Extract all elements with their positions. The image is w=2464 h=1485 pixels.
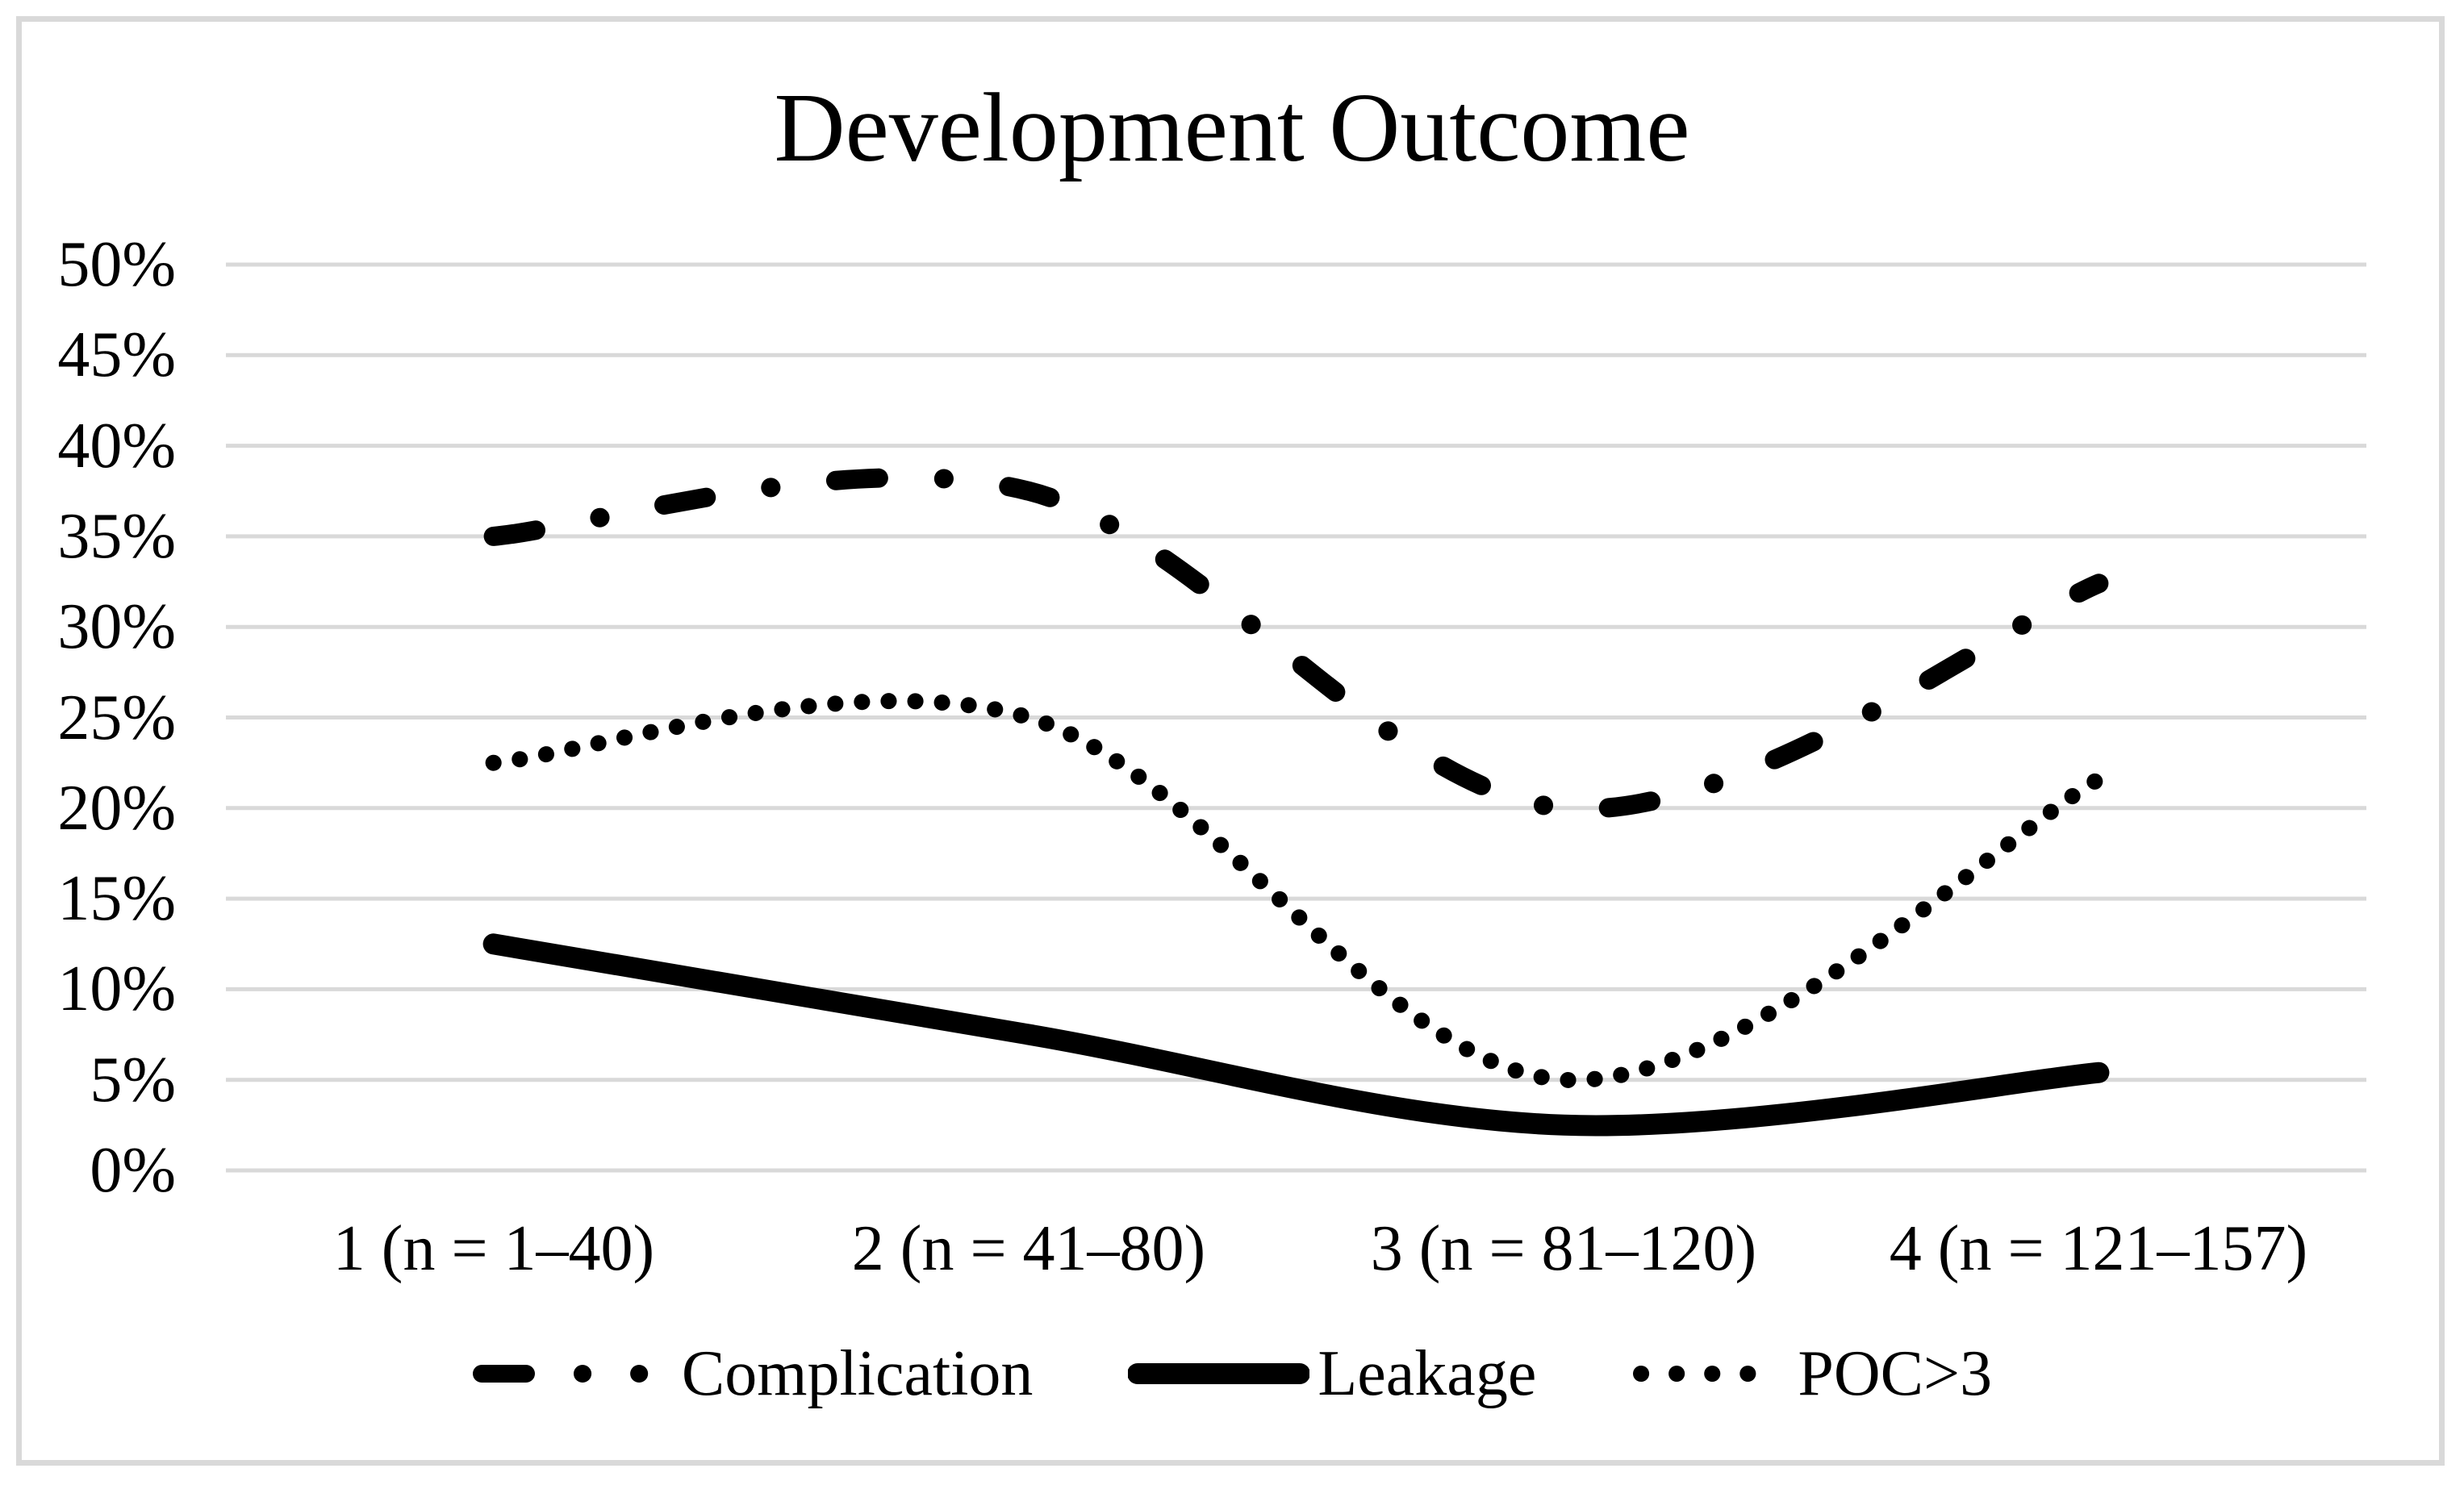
y-tick-label: 0% [90,1135,176,1206]
legend-label: Leakage [1318,1338,1537,1409]
legend-label: POC>3 [1798,1338,1993,1409]
x-category-label: 2 (n = 41–80) [851,1213,1206,1284]
x-category-label: 1 (n = 1–40) [332,1213,655,1284]
y-tick-label: 20% [57,773,176,844]
y-tick-label: 35% [57,501,176,572]
legend-line-sample-solid-icon [1128,1363,1310,1384]
legend-line-sample-dotted-icon [1633,1366,1789,1382]
chart-title: Development Outcome [774,73,1690,182]
chart-border [16,16,2445,1466]
legend-item: Leakage [1128,1341,1536,1406]
series-line-leakage [482,933,2110,1137]
legend-label: Complication [681,1338,1034,1409]
y-tick-label: 25% [57,682,176,753]
series-line-complication [483,468,2109,819]
legend: Complication Leakage POC>3 [0,1329,2464,1418]
legend-line-sample-dash-dot-icon [472,1365,673,1383]
y-tick-label: 40% [57,411,176,482]
y-tick-label: 30% [57,591,176,662]
x-category-label: 3 (n = 81–120) [1370,1213,1757,1284]
y-tick-label: 5% [90,1045,176,1116]
y-tick-label: 45% [57,319,176,390]
series-line-poc-3 [485,693,2107,1088]
x-category-label: 4 (n = 121–157) [1889,1213,2308,1284]
legend-item: POC>3 [1631,1341,1992,1406]
y-tick-label: 50% [57,229,176,300]
y-tick-label: 15% [57,863,176,934]
legend-item: Complication [472,1338,1034,1409]
y-tick-label: 10% [57,953,176,1024]
